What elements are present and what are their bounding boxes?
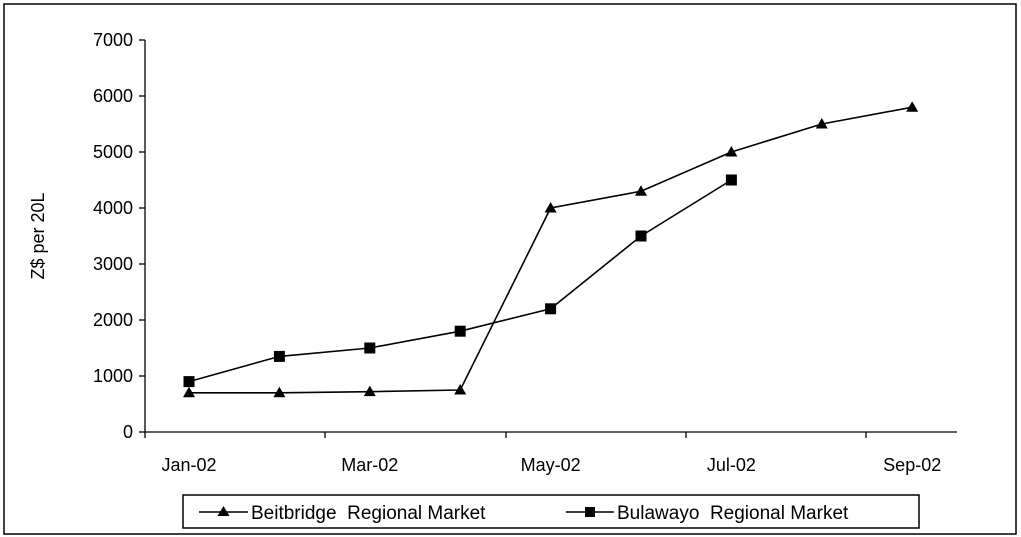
data-point-triangle xyxy=(454,384,467,395)
x-tick-label: Jul-02 xyxy=(707,455,756,475)
series-beitbridge xyxy=(183,101,919,398)
y-tick-label: 5000 xyxy=(93,142,133,162)
data-point-triangle xyxy=(183,386,195,398)
data-point-square xyxy=(183,376,195,388)
y-tick-label: 0 xyxy=(123,422,133,442)
y-tick-label: 1000 xyxy=(93,366,133,386)
legend: Beitbridge Regional Market Bulawayo Regi… xyxy=(182,494,920,529)
data-point-square xyxy=(545,303,557,315)
series-bulawayo xyxy=(183,174,737,388)
y-tick-label: 4000 xyxy=(93,198,133,218)
legend-marker-beitbridge xyxy=(217,506,230,516)
y-tick-label: 3000 xyxy=(93,254,133,274)
x-tick-label: Sep-02 xyxy=(883,455,941,475)
data-point-triangle xyxy=(363,385,376,397)
x-tick-label: Jan-02 xyxy=(161,455,216,475)
data-point-triangle xyxy=(906,101,919,112)
legend-box xyxy=(182,494,920,529)
data-point-square xyxy=(364,342,376,354)
data-point-square xyxy=(454,325,466,337)
y-axis-title: Z$ per 20L xyxy=(28,192,48,279)
y-tick-label: 2000 xyxy=(93,310,133,330)
chart-frame xyxy=(3,3,1017,535)
y-tick-label: 6000 xyxy=(93,86,133,106)
data-point-triangle xyxy=(635,185,647,196)
data-point-square xyxy=(635,230,647,242)
axes: 0 1000 2000 3000 4000 5000 6000 7000 Jan-02 Mar-0… xyxy=(93,30,957,475)
y-tick-label: 7000 xyxy=(93,30,133,50)
data-point-square xyxy=(725,174,737,186)
x-tick-label: May-02 xyxy=(521,455,581,475)
data-point-triangle xyxy=(815,118,828,129)
data-point-triangle xyxy=(273,386,286,398)
legend-label-bulawayo: Bulawayo Regional Market xyxy=(617,503,849,524)
data-point-square xyxy=(273,350,285,362)
legend-label-beitbridge: Beitbridge Regional Market xyxy=(251,503,486,524)
legend-marker-bulawayo xyxy=(585,507,595,517)
data-point-triangle xyxy=(725,146,738,157)
data-point-triangle xyxy=(544,202,557,213)
series-layer xyxy=(183,101,919,398)
x-tick-label: Mar-02 xyxy=(341,455,398,475)
